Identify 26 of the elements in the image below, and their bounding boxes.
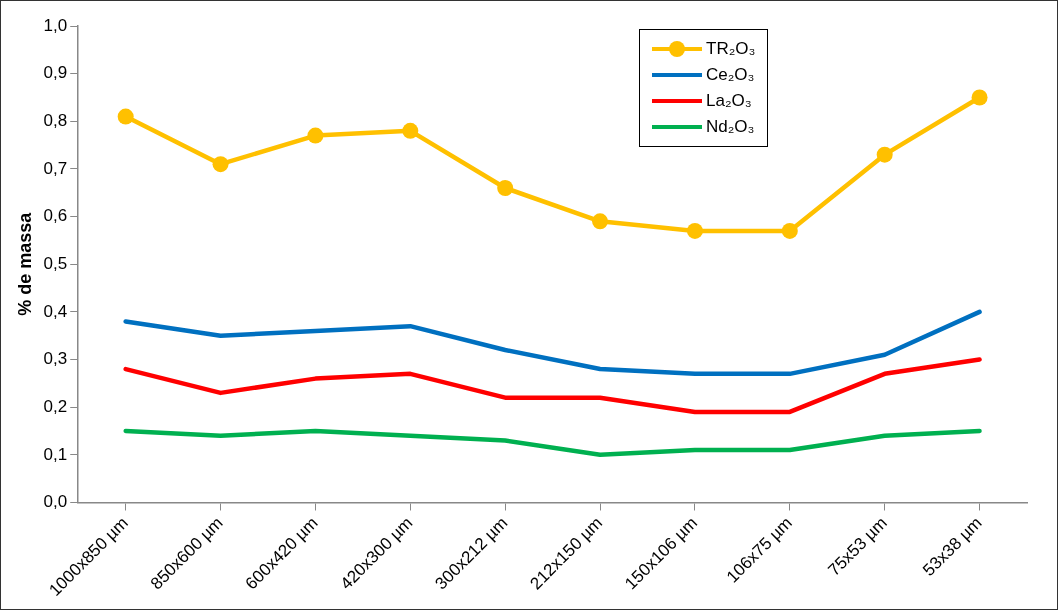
legend-label: Ce₂O₃ (706, 65, 755, 85)
legend-label: La₂O₃ (706, 91, 752, 111)
point (971, 89, 988, 106)
y-tick-label: 0,3 (43, 349, 68, 369)
y-tick-label: 0,7 (43, 158, 68, 178)
y-axis-title: % de massa (14, 211, 35, 316)
point (117, 108, 134, 125)
y-tick-label: 0,5 (43, 253, 68, 273)
point (686, 222, 703, 239)
legend-label: TR₂O₃ (706, 39, 756, 59)
y-tick-label: 0,0 (43, 492, 68, 512)
legend-label: Nd₂O₃ (706, 117, 755, 137)
y-tick-label: 0,2 (43, 396, 68, 416)
point (307, 127, 324, 144)
y-tick-label: 0,8 (43, 110, 68, 130)
y-tick-label: 0,1 (43, 444, 68, 464)
y-tick-label: 0,4 (43, 301, 68, 321)
point (876, 146, 893, 163)
y-tick-label: 0,9 (43, 63, 68, 83)
y-tick-label: 1,0 (43, 15, 68, 35)
point (497, 180, 514, 197)
point (592, 213, 609, 230)
point (212, 156, 229, 173)
point (402, 122, 419, 139)
y-tick-label: 0,6 (43, 206, 68, 226)
point (781, 222, 798, 239)
